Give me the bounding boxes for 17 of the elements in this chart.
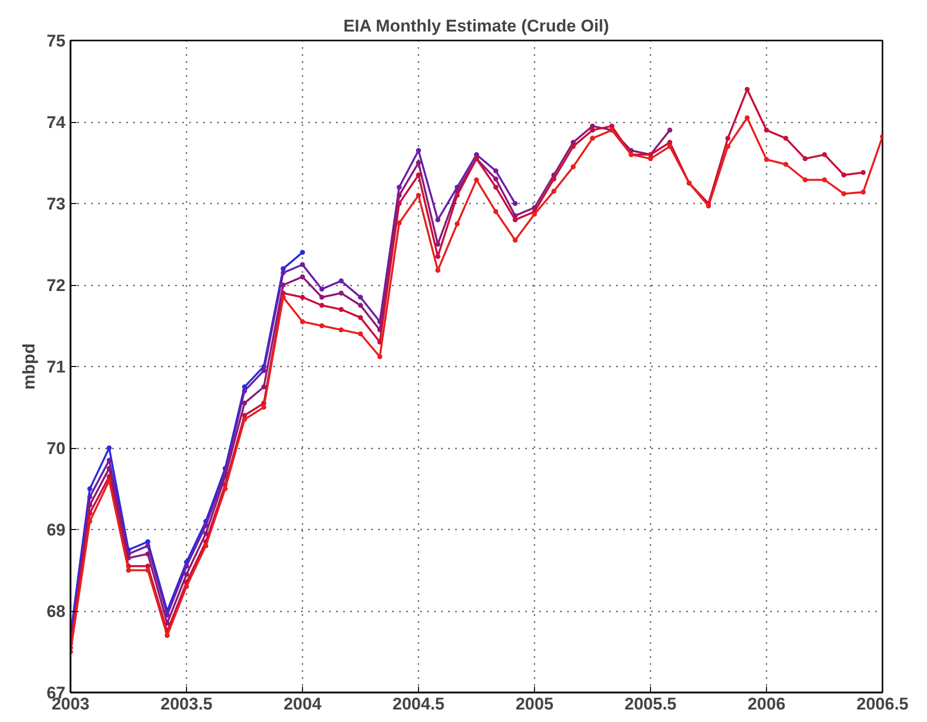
x-tick-label: 2004 — [284, 694, 322, 714]
x-tick-label: 2006.5 — [856, 694, 908, 714]
y-tick-label: 68 — [46, 602, 66, 621]
x-tick-label: 2004.5 — [392, 694, 444, 714]
y-tick-label: 73 — [46, 194, 66, 214]
y-tick-label: 74 — [46, 113, 66, 132]
y-tick-label: 70 — [46, 439, 66, 458]
x-tick-label: 2006 — [748, 694, 786, 714]
y-tick-label: 71 — [46, 358, 66, 376]
y-tick-label: 75 — [46, 32, 66, 50]
y-tick-label: 69 — [46, 520, 66, 540]
chart-title: EIA Monthly Estimate (Crude Oil) — [343, 16, 610, 36]
x-tick-label: 2005 — [516, 694, 554, 714]
x-tick-label: 2003.5 — [160, 694, 212, 714]
y-tick-label: 72 — [46, 276, 66, 295]
x-tick-label: 2005.5 — [624, 694, 676, 714]
y-axis-title: mbpd — [20, 343, 39, 390]
